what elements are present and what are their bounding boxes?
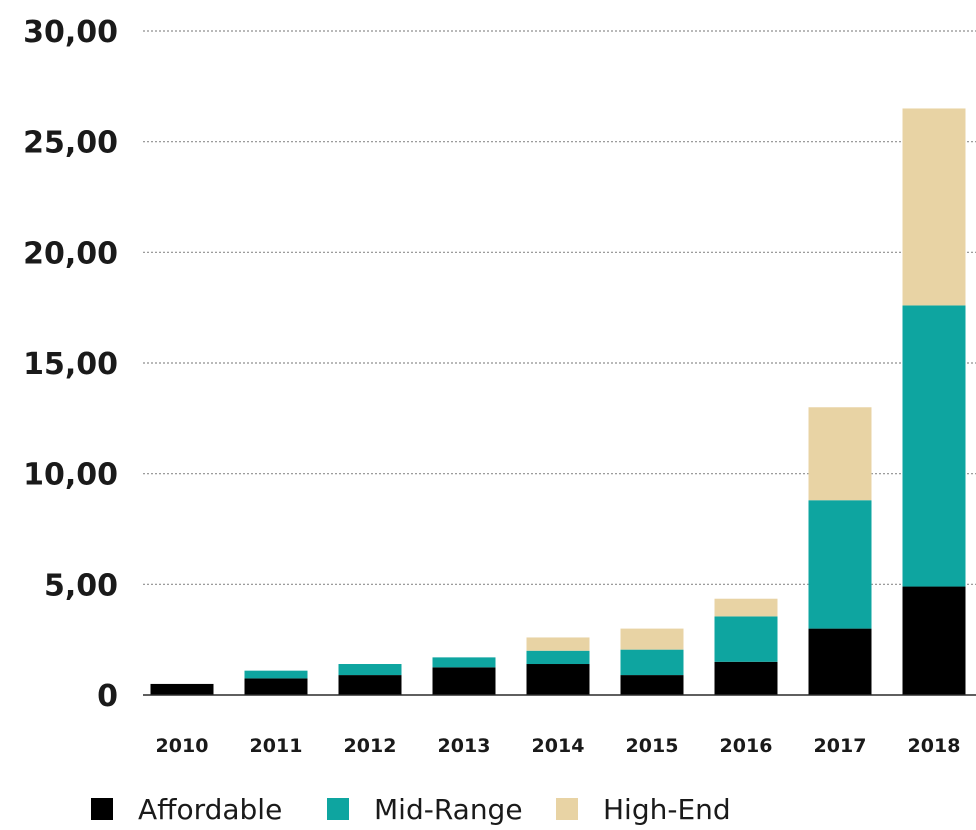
y-tick-label: 30,00 [23,15,118,50]
bar-segment-mid-range-2011 [244,670,308,679]
bar-segment-affordable-2012 [338,675,402,695]
x-tick-label: 2013 [438,735,491,757]
bar-segment-affordable-2015 [620,675,684,695]
x-tick-label: 2018 [908,735,961,757]
legend-label: Affordable [138,793,282,826]
x-tick-label: 2016 [720,735,773,757]
y-tick-label: 5,00 [44,568,118,603]
bar-segment-mid-range-2016 [714,616,778,662]
legend: Affordable Mid-Range High-End [91,793,731,826]
legend-label: High-End [603,793,731,826]
bar-segment-high-end-2017 [808,407,872,501]
x-tick-label: 2011 [250,735,303,757]
legend-label: Mid-Range [374,793,523,826]
bar-segment-mid-range-2015 [620,649,684,676]
y-tick-label: 25,00 [23,126,118,161]
x-tick-label: 2015 [626,735,679,757]
bar-segment-affordable-2011 [244,678,308,695]
bar-segment-high-end-2018 [902,108,966,306]
x-tick-label: 2010 [156,735,209,757]
x-tick-label: 2014 [532,735,585,757]
y-tick-label: 10,00 [23,458,118,493]
bar-segment-mid-range-2014 [526,650,590,665]
x-tick-label: 2017 [814,735,867,757]
bar-segment-mid-range-2012 [338,664,402,676]
bar-segment-high-end-2015 [620,628,684,650]
bar-segment-affordable-2017 [808,628,872,695]
y-tick-label: 15,00 [23,347,118,382]
bar-segment-affordable-2010 [150,683,214,695]
bar-segment-mid-range-2017 [808,500,872,629]
bar-segment-high-end-2016 [714,598,778,617]
legend-swatch [91,798,113,820]
bar-segment-affordable-2014 [526,664,590,695]
grid-lines [143,30,976,585]
y-tick-label: 20,00 [23,236,118,271]
y-axis-tick-labels: 0 5,00 10,00 15,00 20,00 25,00 30,00 [23,15,118,714]
x-axis-tick-labels: 2010 2011 2012 2013 2014 2015 2016 2017 2018 [156,735,961,757]
bars [150,108,966,695]
bar-segment-mid-range-2018 [902,305,966,587]
bar-segment-affordable-2016 [714,661,778,695]
bar-segment-affordable-2018 [902,586,966,695]
bar-segment-high-end-2014 [526,637,590,651]
x-tick-label: 2012 [344,735,397,757]
bar-segment-affordable-2013 [432,667,496,695]
y-tick-label: 0 [97,679,118,714]
legend-swatch [556,798,578,820]
legend-swatch [327,798,349,820]
bar-segment-mid-range-2013 [432,657,496,668]
